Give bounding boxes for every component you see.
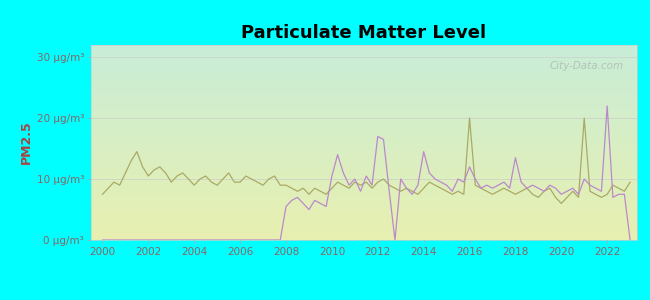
Y-axis label: PM2.5: PM2.5	[20, 121, 32, 164]
Text: City-Data.com: City-Data.com	[549, 61, 623, 70]
Title: Particulate Matter Level: Particulate Matter Level	[241, 24, 487, 42]
